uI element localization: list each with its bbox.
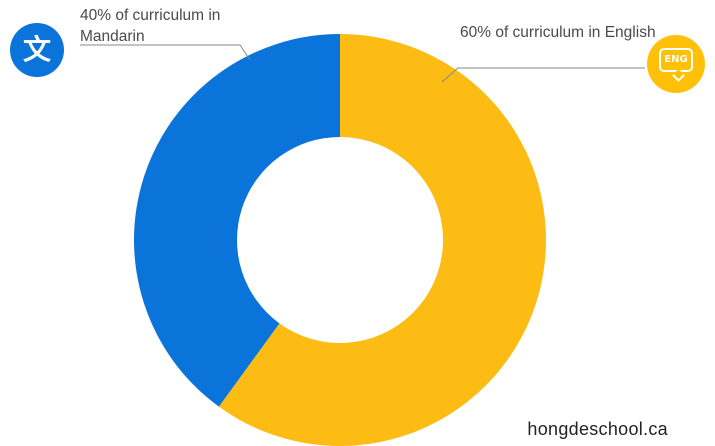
watermark-text: hongdeschool.ca <box>527 419 668 439</box>
annotation-mandarin: 40% of curriculum in Mandarin <box>80 7 221 45</box>
eng-label: ENG <box>664 54 688 65</box>
translate-character-icon: 文 <box>22 33 51 66</box>
donut-slice-mandarin <box>134 34 340 407</box>
leader-lines <box>80 44 645 83</box>
donut-slices <box>134 34 546 446</box>
leader-line-english <box>441 67 645 83</box>
donut-slice-english <box>218 34 546 446</box>
annotation-english: 60% of curriculum in English <box>460 24 656 41</box>
english-badge: ENG <box>647 35 705 93</box>
leader-line-mandarin <box>80 44 251 61</box>
mandarin-badge: 文 <box>10 23 64 77</box>
